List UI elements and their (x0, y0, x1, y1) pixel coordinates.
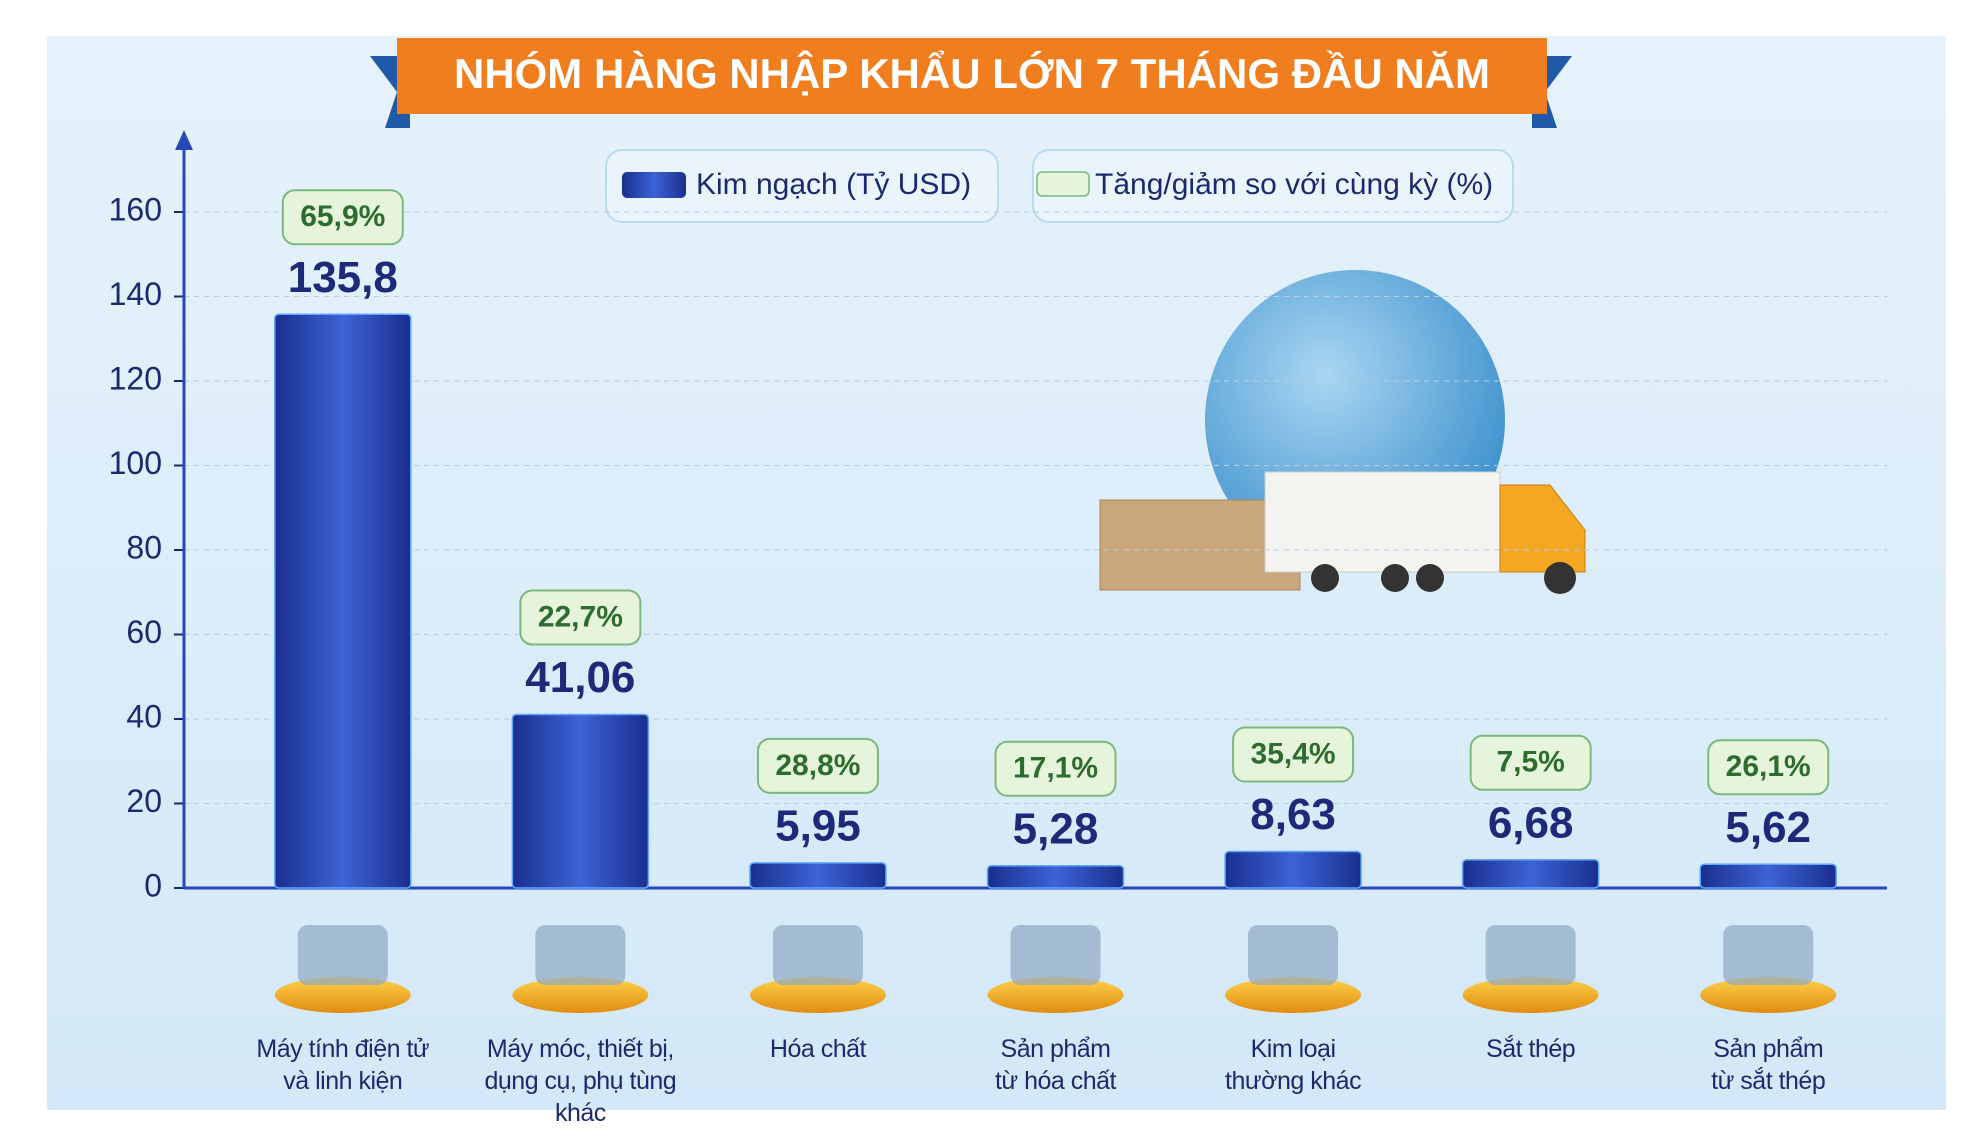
value-label: 5,28 (1013, 804, 1099, 853)
bar (511, 713, 650, 889)
y-tick-label: 120 (109, 360, 162, 396)
category-icon (1010, 925, 1101, 985)
category-icon (772, 925, 863, 985)
chart-title: NHÓM HÀNG NHẬP KHẨU LỚN 7 THÁNG ĐẦU NĂM (454, 49, 1490, 97)
value-label: 8,63 (1250, 790, 1336, 839)
title-banner (397, 38, 1547, 114)
value-label: 41,06 (525, 653, 635, 702)
growth-label: 65,9% (300, 200, 385, 233)
y-tick-label: 20 (126, 783, 162, 819)
bar (1461, 859, 1600, 889)
x-tick-label: Sản phẩm từ sắt thép (1711, 1035, 1826, 1095)
growth-label-box (756, 737, 879, 794)
y-tick-label: 160 (109, 191, 162, 227)
x-tick-label: Kim loại thường khác (1225, 1035, 1362, 1095)
growth-label: 17,1% (1013, 752, 1098, 785)
y-tick-label: 0 (144, 867, 162, 903)
category-icon (1485, 925, 1576, 985)
y-tick-label: 140 (109, 276, 162, 312)
growth-label-box (281, 189, 404, 246)
legend-label: Kim ngạch (Tỷ USD) (696, 168, 971, 201)
category-icon (535, 925, 626, 985)
legend-label: Tăng/giảm so với cùng kỳ (%) (1095, 168, 1493, 201)
growth-label: 7,5% (1496, 746, 1564, 779)
x-tick-label: Máy móc, thiết bị, dụng cụ, phụ tùng khá… (484, 1035, 677, 1127)
x-tick-label: Sản phẩm từ hóa chất (994, 1035, 1117, 1095)
growth-label: 28,8% (775, 749, 860, 782)
truck-cab (1499, 484, 1586, 573)
value-label: 5,62 (1725, 803, 1811, 852)
y-tick-label: 40 (126, 698, 162, 734)
category-icon (1723, 925, 1814, 985)
truck-illustration (1264, 471, 1501, 573)
bar (1224, 850, 1362, 889)
growth-label-box (1707, 739, 1830, 796)
legend-swatch (1036, 171, 1090, 197)
bar (1699, 863, 1837, 889)
legend-swatch (622, 172, 686, 198)
truck-wheel (1416, 564, 1444, 592)
x-tick-label: Hóa chất (769, 1035, 867, 1063)
x-tick-label: Sắt thép (1486, 1035, 1576, 1063)
growth-label: 35,4% (1251, 737, 1336, 770)
icon-pedestal (749, 977, 886, 1013)
legend-box (1032, 149, 1514, 223)
growth-label-box (1232, 726, 1355, 783)
y-axis-arrow (175, 130, 193, 150)
category-icon (1248, 925, 1339, 985)
y-tick-label: 60 (126, 614, 162, 650)
value-label: 5,95 (775, 801, 861, 850)
y-tick-label: 100 (109, 445, 162, 481)
truck-wheel (1311, 564, 1339, 592)
bar (749, 862, 887, 889)
growth-label-box (994, 740, 1117, 797)
icon-pedestal (1225, 977, 1362, 1013)
legend-box (605, 149, 999, 223)
icon-pedestal (1700, 977, 1837, 1013)
growth-label: 26,1% (1726, 750, 1811, 783)
icon-pedestal (274, 977, 411, 1013)
x-tick-label: Máy tính điện tử và linh kiện (256, 1035, 430, 1095)
icon-pedestal (512, 977, 649, 1013)
growth-label: 22,7% (538, 600, 623, 633)
bar (986, 864, 1125, 889)
truck-wheel (1381, 564, 1409, 592)
truck-wheel (1544, 562, 1576, 594)
growth-label-box (1469, 734, 1592, 791)
y-tick-label: 80 (126, 529, 162, 565)
growth-label-box (519, 589, 642, 646)
category-icon (297, 925, 388, 985)
icon-pedestal (987, 977, 1124, 1013)
value-label: 135,8 (288, 253, 398, 302)
bar (274, 313, 412, 889)
icon-pedestal (1462, 977, 1599, 1013)
value-label: 6,68 (1488, 798, 1574, 847)
